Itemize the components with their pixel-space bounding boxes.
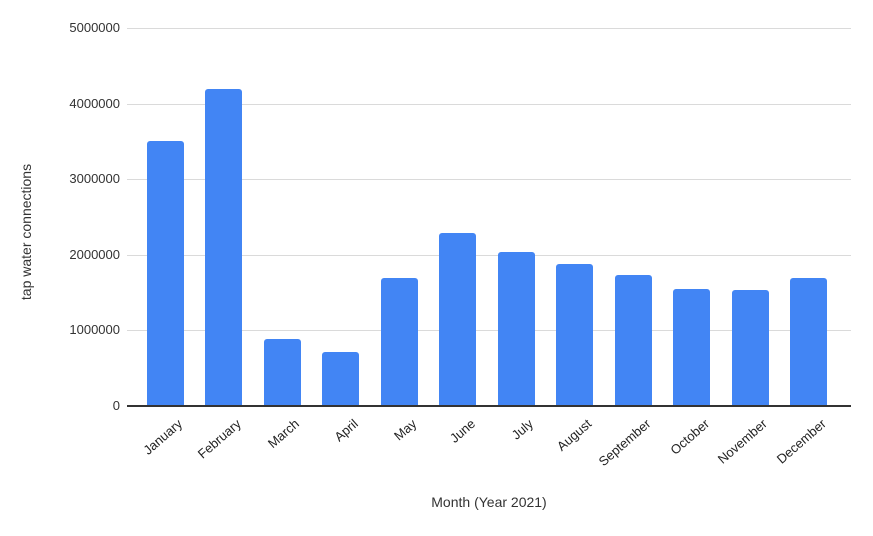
y-tick-label: 3000000 bbox=[69, 171, 120, 187]
x-tick-label-may: May bbox=[390, 416, 420, 444]
bar-january[interactable] bbox=[146, 141, 184, 406]
y-tick-label: 1000000 bbox=[69, 322, 120, 338]
y-axis-title: tap water connections bbox=[18, 163, 34, 301]
x-axis-line bbox=[127, 405, 851, 407]
x-tick-label-february: February bbox=[194, 416, 244, 462]
x-tick-label-june: June bbox=[446, 416, 478, 446]
bar-september[interactable] bbox=[614, 275, 652, 406]
bar-october[interactable] bbox=[673, 288, 711, 406]
x-axis-title: Month (Year 2021) bbox=[431, 494, 547, 510]
x-tick-label-july: July bbox=[508, 416, 537, 443]
bar-july[interactable] bbox=[497, 251, 535, 406]
x-tick-label-march: March bbox=[264, 416, 303, 452]
bar-february[interactable] bbox=[205, 89, 243, 406]
y-tick-label: 5000000 bbox=[69, 20, 120, 35]
bar-may[interactable] bbox=[380, 278, 418, 406]
gridline bbox=[127, 330, 851, 331]
y-tick-label: 0 bbox=[112, 398, 120, 413]
bar-december[interactable] bbox=[790, 278, 828, 406]
x-tick-label-december: December bbox=[773, 416, 829, 467]
bar-november[interactable] bbox=[731, 290, 769, 406]
x-tick-label-september: September bbox=[595, 416, 654, 470]
y-tick-label: 2000000 bbox=[69, 246, 120, 262]
bar-august[interactable] bbox=[556, 263, 594, 406]
y-tick-label: 4000000 bbox=[69, 95, 120, 111]
gridline bbox=[127, 104, 851, 105]
gridline bbox=[127, 179, 851, 180]
x-tick-label-january: January bbox=[140, 416, 186, 458]
x-tick-label-october: October bbox=[666, 416, 712, 458]
gridline bbox=[127, 255, 851, 256]
gridline bbox=[127, 28, 851, 29]
x-tick-label-august: August bbox=[554, 416, 595, 454]
bar-april[interactable] bbox=[322, 352, 360, 406]
bar-june[interactable] bbox=[439, 232, 477, 406]
x-tick-label-april: April bbox=[331, 416, 361, 445]
x-tick-label-november: November bbox=[714, 416, 771, 467]
bar-march[interactable] bbox=[263, 338, 301, 406]
